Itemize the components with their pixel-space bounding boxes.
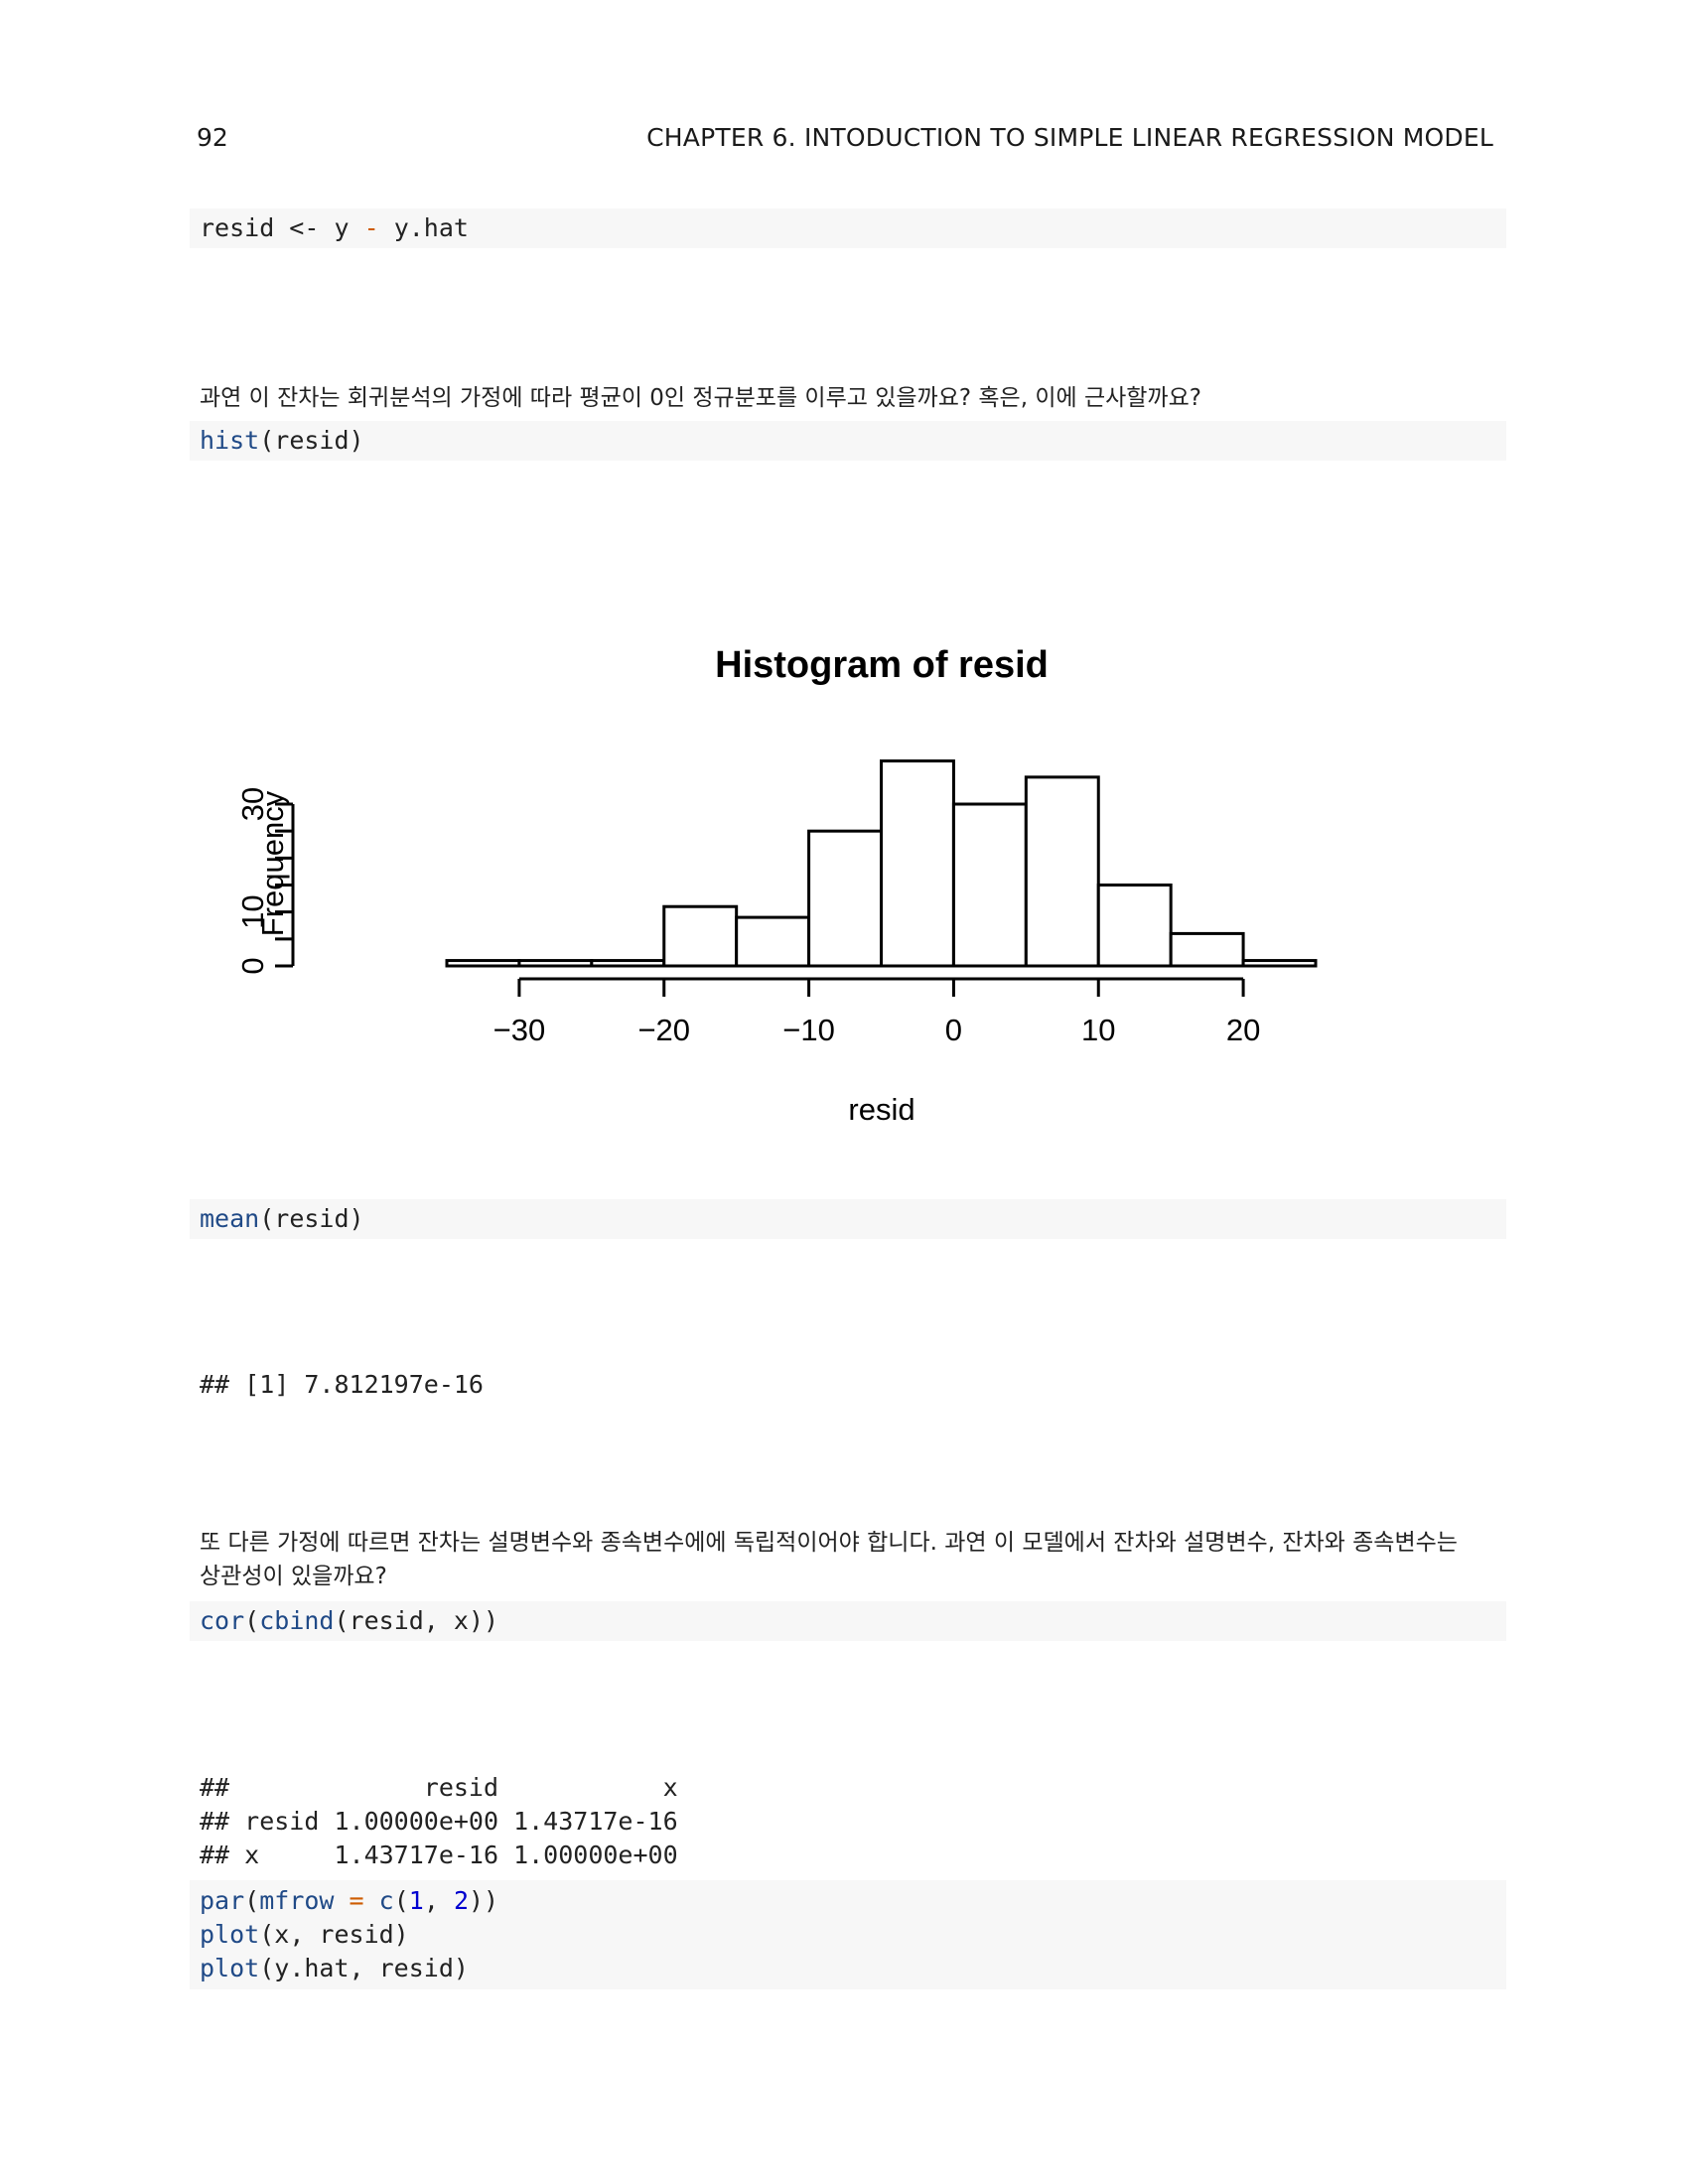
code-line: hist(resid) [200, 426, 364, 455]
histogram-bar [662, 904, 739, 968]
code-line: cor(cbind(resid, x)) [200, 1606, 499, 1635]
number-literal: 2 [453, 1886, 469, 1915]
code-line: resid <- y - y.hat [200, 213, 469, 242]
chapter-title: CHAPTER 6. INTODUCTION TO SIMPLE LINEAR … [646, 123, 1493, 152]
histogram-bar [517, 959, 594, 968]
histogram-bar [445, 959, 521, 968]
histogram-bar [590, 959, 666, 968]
code-block-hist: hist(resid) [190, 421, 1506, 461]
output-line: ## resid 1.00000e+00 1.43717e-16 [200, 1807, 678, 1836]
histogram-chart: Histogram of resid resid Frequency −30 −2… [238, 644, 1318, 1127]
x-axis-label: resid [848, 1092, 914, 1127]
code-block-mean: mean(resid) [190, 1199, 1506, 1239]
chart-title: Histogram of resid [715, 644, 1049, 686]
code-block-plots: par(mfrow = c(1, 2)) plot(x, resid) plot… [190, 1880, 1506, 1989]
y-tick-label: 0 [238, 957, 270, 974]
histogram-bar [1024, 775, 1100, 968]
histogram-bar [1241, 959, 1318, 968]
code-line: plot(y.hat, resid) [200, 1954, 469, 1982]
y-tick-label: 30 [238, 787, 270, 821]
function-name: plot [200, 1920, 260, 1949]
output-line: ## resid x [200, 1773, 678, 1802]
function-name: cbind [259, 1606, 335, 1635]
x-tick-label: 10 [1081, 1013, 1115, 1047]
paragraph-normality-question: 과연 이 잔차는 회귀분석의 가정에 따라 평균이 0인 정규분포를 이루고 있… [200, 385, 1201, 411]
page-number: 92 [197, 123, 228, 152]
histogram-bar [951, 802, 1028, 968]
minus-operator: - [363, 213, 379, 242]
function-name: cor [200, 1606, 245, 1635]
paragraph-independence-question: 또 다른 가정에 따르면 잔차는 설명변수와 종속변수에에 독립적이어야 합니다… [200, 1526, 1502, 1593]
y-tick-label: 10 [238, 894, 270, 928]
code-line: mean(resid) [200, 1204, 364, 1233]
code-line: plot(x, resid) [200, 1920, 409, 1949]
number-literal: 1 [408, 1886, 424, 1915]
histogram-bar [735, 915, 811, 968]
output-mean: ## [1] 7.812197e-16 [200, 1368, 484, 1402]
histogram-bar [807, 829, 883, 968]
code-block-resid: resid <- y - y.hat [190, 208, 1506, 248]
code-block-cor: cor(cbind(resid, x)) [190, 1601, 1506, 1641]
paragraph-line: 또 다른 가정에 따르면 잔차는 설명변수와 종속변수에에 독립적이어야 합니다… [200, 1530, 1458, 1556]
histogram-bar [1096, 884, 1173, 968]
histogram-bar [1169, 931, 1245, 968]
code-line: par(mfrow = c(1, 2)) [200, 1886, 499, 1915]
x-tick-label: 0 [945, 1013, 962, 1047]
function-name: c [378, 1886, 394, 1915]
output-line: ## [1] 7.812197e-16 [200, 1370, 484, 1399]
output-correlation-matrix: ## resid x ## resid 1.00000e+00 1.43717e… [200, 1771, 678, 1872]
histogram-bar [880, 759, 955, 968]
output-line: ## x 1.43717e-16 1.00000e+00 [200, 1841, 678, 1869]
function-name: hist [200, 426, 260, 455]
function-name: mean [200, 1204, 260, 1233]
function-name: plot [200, 1954, 260, 1982]
paragraph-line: 상관성이 있을까요? [200, 1564, 387, 1589]
argument-name: mfrow [259, 1886, 335, 1915]
x-tick-label: −10 [782, 1013, 835, 1047]
x-tick-label: −30 [493, 1013, 546, 1047]
x-tick-label: 20 [1226, 1013, 1260, 1047]
function-name: par [200, 1886, 245, 1915]
x-tick-label: −20 [637, 1013, 690, 1047]
